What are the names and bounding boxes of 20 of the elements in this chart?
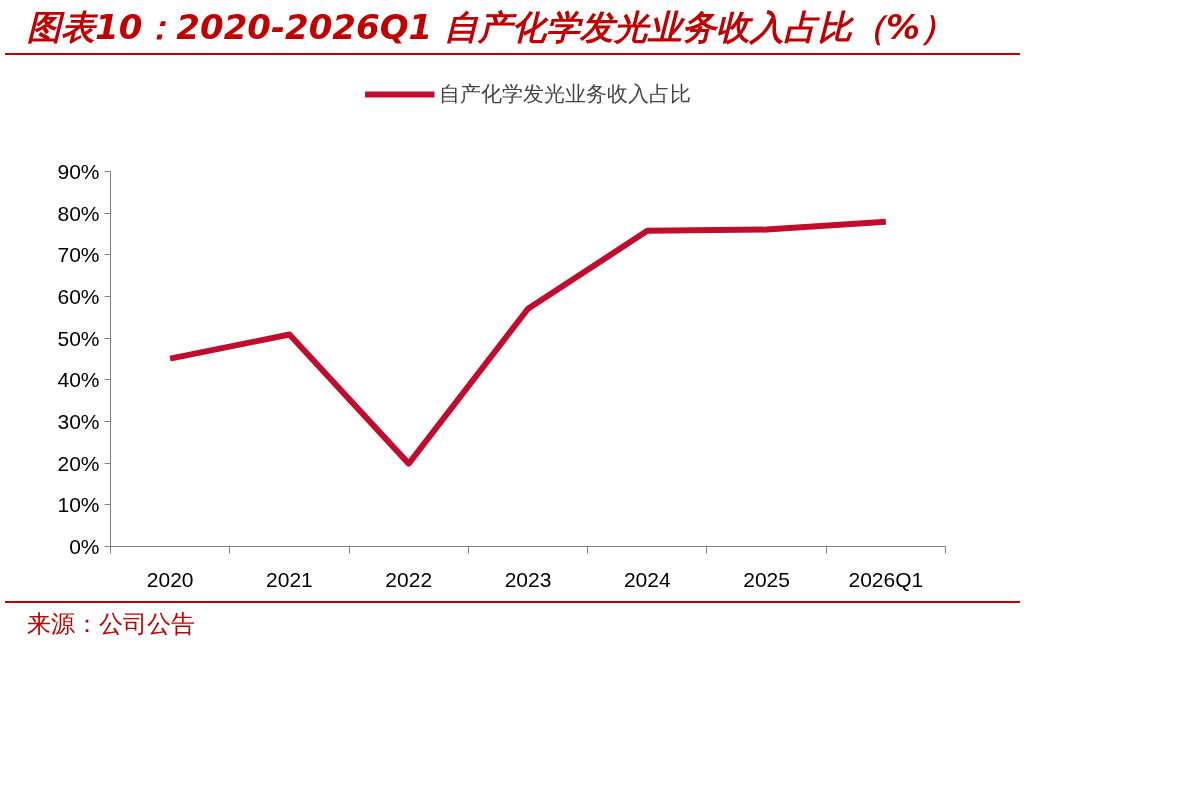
legend-label: 自产化学发光业务收入占比	[439, 81, 691, 109]
x-tick-label: 2020	[146, 567, 194, 591]
y-tick-label: 0%	[69, 535, 100, 559]
y-tick-label: 70%	[57, 243, 100, 267]
y-tick-label: 90%	[57, 160, 100, 184]
chart-title: 图表10：2020-2026Q1 自产化学发光业务收入占比（%）	[27, 6, 955, 49]
x-tick-label: 2026Q1	[848, 567, 924, 591]
y-tick-label: 60%	[57, 285, 100, 309]
x-tick-label: 2021	[266, 567, 313, 591]
y-tick-label: 80%	[57, 202, 100, 226]
y-tick-label: 30%	[57, 410, 100, 434]
y-tick-label: 50%	[57, 326, 100, 350]
y-tick-label: 20%	[57, 451, 100, 475]
y-tick-label: 40%	[57, 368, 100, 392]
y-tick-label: 10%	[57, 493, 100, 517]
x-tick-label: 2025	[743, 567, 790, 591]
x-tick-label: 2023	[504, 567, 552, 591]
source-note: 来源：公司公告	[27, 609, 195, 641]
x-tick-label: 2024	[623, 567, 671, 591]
x-tick-label: 2022	[385, 567, 433, 591]
